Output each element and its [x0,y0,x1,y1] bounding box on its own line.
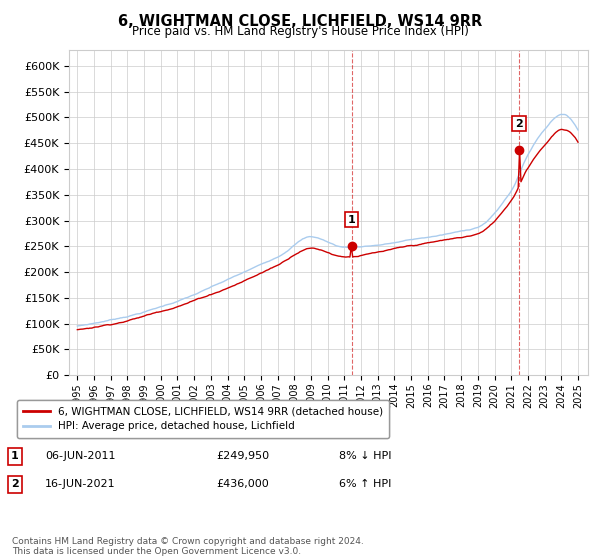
Text: Price paid vs. HM Land Registry's House Price Index (HPI): Price paid vs. HM Land Registry's House … [131,25,469,38]
Text: 8% ↓ HPI: 8% ↓ HPI [339,451,391,461]
Text: 16-JUN-2021: 16-JUN-2021 [45,479,116,489]
Text: Contains HM Land Registry data © Crown copyright and database right 2024.: Contains HM Land Registry data © Crown c… [12,537,364,546]
Text: 2: 2 [11,479,19,489]
Text: 06-JUN-2011: 06-JUN-2011 [45,451,115,461]
Text: £249,950: £249,950 [216,451,269,461]
Text: This data is licensed under the Open Government Licence v3.0.: This data is licensed under the Open Gov… [12,547,301,556]
Text: 1: 1 [11,451,19,461]
Text: 1: 1 [348,214,356,225]
Text: 2: 2 [515,119,523,129]
Text: 6% ↑ HPI: 6% ↑ HPI [339,479,391,489]
Text: 6, WIGHTMAN CLOSE, LICHFIELD, WS14 9RR: 6, WIGHTMAN CLOSE, LICHFIELD, WS14 9RR [118,14,482,29]
Legend: 6, WIGHTMAN CLOSE, LICHFIELD, WS14 9RR (detached house), HPI: Average price, det: 6, WIGHTMAN CLOSE, LICHFIELD, WS14 9RR (… [17,400,389,438]
Text: £436,000: £436,000 [216,479,269,489]
